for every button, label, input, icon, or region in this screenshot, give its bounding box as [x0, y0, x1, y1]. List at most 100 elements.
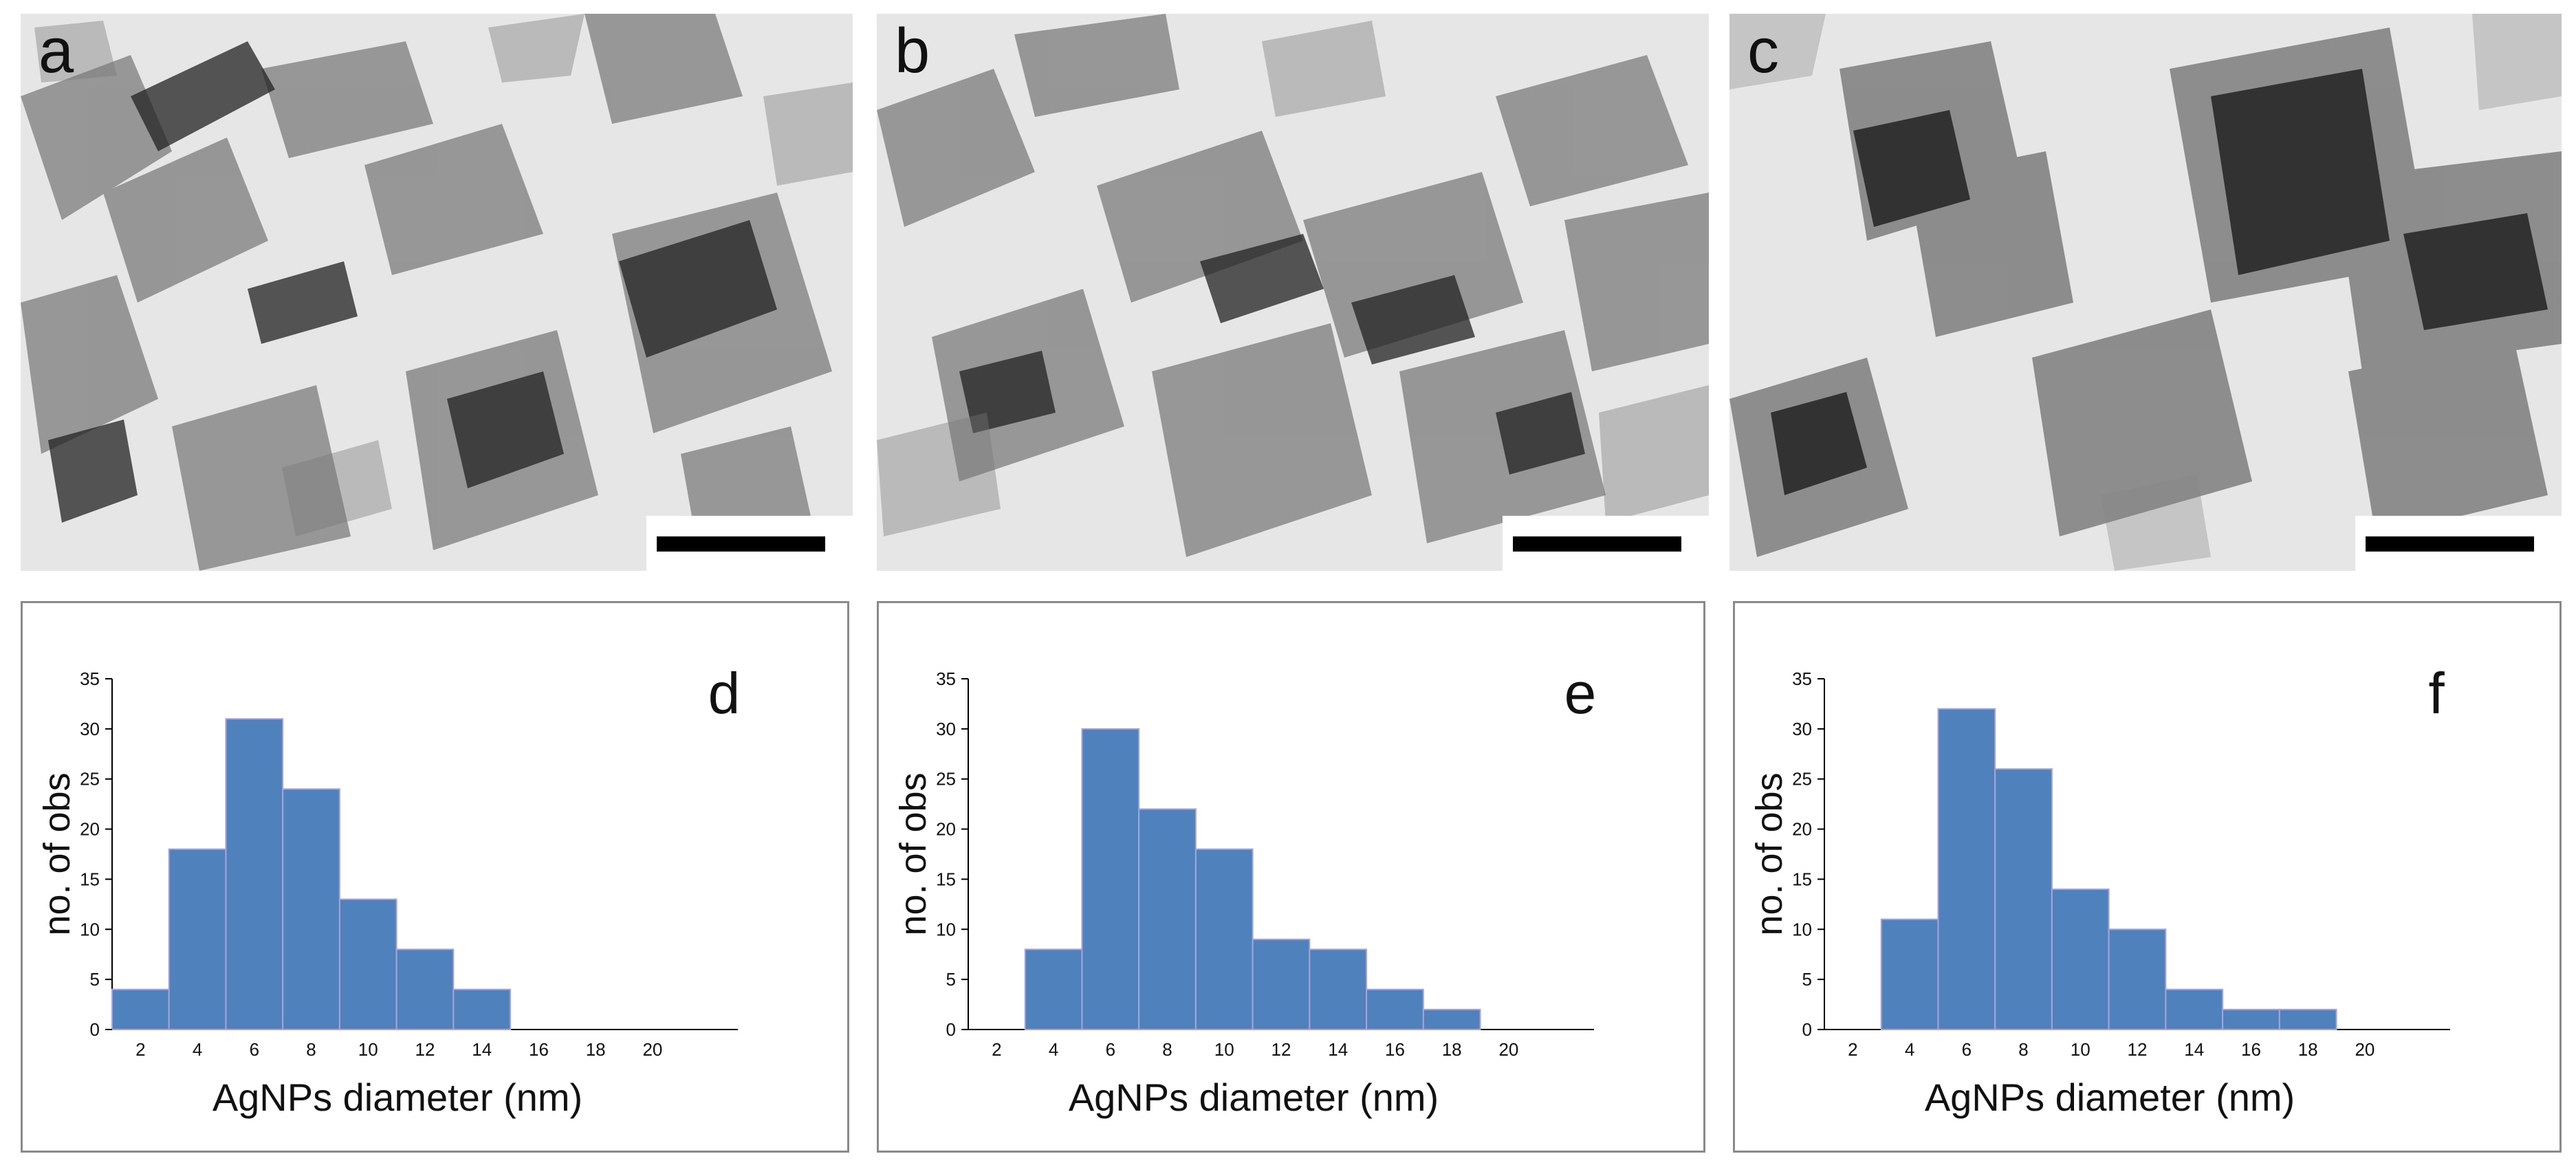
x-tick-label: 14 [472, 1039, 492, 1060]
y-tick-label: 0 [90, 1019, 100, 1040]
y-tick-label: 25 [80, 769, 100, 790]
x-axis-label: AgNPs diameter (nm) [1069, 1076, 1439, 1119]
x-tick-label: 12 [2128, 1039, 2148, 1060]
x-tick-label: 8 [306, 1039, 316, 1060]
histogram-bar [1252, 938, 1311, 1030]
y-tick-label: 10 [80, 919, 100, 939]
tem-panel-letter: b [895, 16, 930, 86]
x-tick-label: 14 [1328, 1039, 1348, 1060]
scale-bar [2366, 536, 2534, 552]
y-tick-label: 20 [1792, 819, 1812, 840]
histogram-bar [2222, 1008, 2280, 1030]
y-tick-label: 15 [936, 869, 956, 889]
y-tick-label: 15 [1792, 869, 1812, 889]
y-tick-label: 30 [1792, 719, 1812, 739]
histogram-bar [282, 788, 340, 1030]
y-axis-label: no. of obs [36, 772, 78, 935]
chart-panel-letter: d [708, 661, 741, 726]
histogram-bar [452, 988, 512, 1031]
histogram-bar [225, 718, 284, 1031]
x-tick-label: 8 [1162, 1039, 1172, 1060]
x-tick-label: 8 [2018, 1039, 2028, 1060]
y-tick-label: 20 [80, 819, 100, 840]
scale-bar [657, 536, 825, 552]
scale-bar [1513, 536, 1681, 552]
histogram-bar [1937, 708, 1996, 1030]
x-tick-label: 20 [642, 1039, 662, 1060]
histogram-bar [2108, 928, 2167, 1030]
tem-image-b: b [877, 14, 1709, 571]
histogram-bar [168, 848, 227, 1030]
y-tick-label: 10 [1792, 919, 1812, 939]
histogram-bar [395, 948, 455, 1030]
x-tick-label: 4 [193, 1039, 202, 1060]
y-tick-label: 5 [946, 969, 956, 990]
histogram-e: 0 5 10 15 20 25 30 35 2 4 6 8 10 12 14 16 18 20 no. of o… [893, 661, 1597, 1119]
y-axis-label: no. of obs [1749, 772, 1790, 935]
y-tick-label: 30 [80, 719, 100, 739]
histogram-bar [1366, 988, 1424, 1031]
x-tick-label: 10 [1214, 1039, 1234, 1060]
histogram-bar [1422, 1008, 1481, 1030]
histogram-bar [1024, 948, 1083, 1030]
x-tick-label: 2 [135, 1039, 145, 1060]
x-tick-label: 18 [2298, 1039, 2318, 1060]
tem-panel-letter: c [1747, 16, 1779, 86]
tem-micrograph-c [1729, 14, 2562, 571]
tem-image-a: a [21, 14, 853, 571]
x-tick-label: 10 [2071, 1039, 2091, 1060]
histogram-panel-d: 0 5 10 15 20 25 30 35 2 4 6 8 10 12 14 16 18 20 no. of o… [21, 601, 849, 1153]
x-tick-label: 18 [586, 1039, 606, 1060]
x-tick-label: 6 [1962, 1039, 1972, 1060]
x-tick-label: 16 [529, 1039, 549, 1060]
x-tick-label: 16 [2241, 1039, 2261, 1060]
x-tick-label: 6 [250, 1039, 259, 1060]
y-tick-label: 35 [936, 668, 956, 689]
x-tick-label: 14 [2184, 1039, 2204, 1060]
histogram-bar [1081, 728, 1140, 1030]
histogram-panel-e: 0 5 10 15 20 25 30 35 2 4 6 8 10 12 14 16 18 20 no. of o… [877, 601, 1705, 1153]
x-tick-label: 20 [2355, 1039, 2375, 1060]
y-tick-label: 35 [80, 668, 100, 689]
y-tick-label: 25 [1792, 769, 1812, 790]
histogram-f: 0 5 10 15 20 25 30 35 2 4 6 8 10 12 14 16 18 20 no. of o… [1749, 661, 2450, 1119]
x-tick-label: 2 [1848, 1039, 1857, 1060]
y-tick-label: 20 [936, 819, 956, 840]
histogram-bar [2165, 988, 2224, 1031]
x-axis-label: AgNPs diameter (nm) [212, 1076, 582, 1119]
histogram-bar [1194, 848, 1254, 1030]
histogram-bar [111, 988, 170, 1031]
chart-panel-letter: e [1564, 661, 1597, 726]
x-tick-label: 16 [1385, 1039, 1405, 1060]
y-tick-label: 5 [90, 969, 100, 990]
histogram-panel-f: 0 5 10 15 20 25 30 35 2 4 6 8 10 12 14 16 18 20 no. of o… [1733, 601, 2562, 1153]
histogram-bar [1138, 808, 1197, 1030]
y-axis-label: no. of obs [893, 772, 934, 935]
histogram-bar [338, 898, 397, 1031]
y-tick-label: 25 [936, 769, 956, 790]
histogram-bar [2051, 889, 2110, 1030]
x-tick-label: 6 [1106, 1039, 1115, 1060]
x-tick-label: 10 [358, 1039, 378, 1060]
y-tick-label: 5 [1802, 969, 1812, 990]
histogram-bar [1880, 918, 1939, 1031]
chart-panel-letter: f [2428, 661, 2445, 726]
y-tick-label: 35 [1792, 668, 1812, 689]
y-tick-label: 10 [936, 919, 956, 939]
x-tick-label: 18 [1442, 1039, 1462, 1060]
histogram-bar [2278, 1008, 2337, 1030]
x-tick-label: 4 [1905, 1039, 1914, 1060]
tem-micrograph-a [21, 14, 853, 571]
y-tick-label: 15 [80, 869, 100, 889]
histogram-bar [1309, 948, 1368, 1030]
x-axis-label: AgNPs diameter (nm) [1925, 1076, 2295, 1119]
histogram-d: 0 5 10 15 20 25 30 35 2 4 6 8 10 12 14 16 18 20 no. of o… [36, 661, 741, 1119]
x-tick-label: 4 [1049, 1039, 1058, 1060]
y-tick-label: 0 [1802, 1019, 1812, 1040]
tem-image-c: c [1729, 14, 2562, 571]
tem-panel-letter: a [39, 16, 74, 86]
y-tick-label: 30 [936, 719, 956, 739]
x-tick-label: 12 [1271, 1039, 1291, 1060]
x-tick-label: 2 [992, 1039, 1001, 1060]
x-tick-label: 12 [415, 1039, 435, 1060]
